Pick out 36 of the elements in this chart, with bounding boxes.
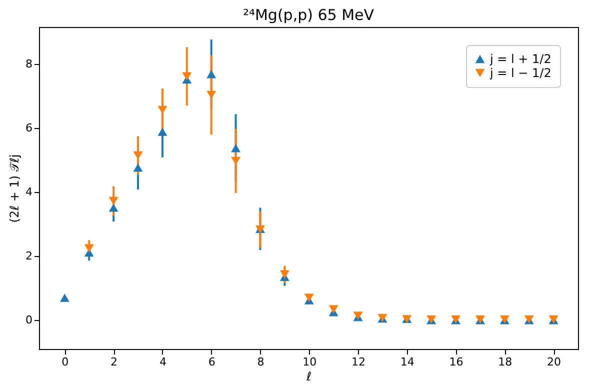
y-tick-label: 6 xyxy=(26,121,32,134)
x-tick-label: 6 xyxy=(208,356,216,368)
point xyxy=(328,305,338,314)
point xyxy=(182,72,192,80)
x-tick-label: 14 xyxy=(400,356,414,368)
y-axis-title: (2ℓ + 1) 𝒯ℓj xyxy=(8,154,22,223)
x-tick-label: 0 xyxy=(62,356,69,368)
legend-label: j = l − 1/2 xyxy=(489,66,552,80)
x-tick-label: 2 xyxy=(110,356,118,368)
point xyxy=(158,106,168,114)
point xyxy=(158,128,168,136)
x-tick-label: 12 xyxy=(352,356,366,368)
point xyxy=(231,156,241,166)
point xyxy=(206,70,216,78)
x-axis-title: ℓ xyxy=(306,370,312,384)
chart-title: ²⁴Mg(p,p) 65 MeV xyxy=(242,6,375,24)
point xyxy=(231,144,241,152)
x-tick-label: 20 xyxy=(547,356,562,368)
y-tick-label: 8 xyxy=(26,57,32,70)
point xyxy=(60,294,70,302)
point xyxy=(133,164,143,172)
x-tick-label: 10 xyxy=(302,356,317,368)
point xyxy=(206,90,216,100)
point xyxy=(108,196,118,206)
y-tick-label: 2 xyxy=(26,250,32,263)
point xyxy=(304,294,314,302)
point xyxy=(84,244,94,253)
y-tick-label: 4 xyxy=(26,186,32,199)
legend-label: j = l + 1/2 xyxy=(489,52,552,66)
point xyxy=(280,270,290,278)
x-tick-label: 18 xyxy=(498,356,512,368)
point xyxy=(108,204,118,212)
x-tick-label: 8 xyxy=(257,356,264,368)
x-tick-label: 16 xyxy=(449,356,464,368)
y-tick-label: 0 xyxy=(26,314,32,327)
x-tick-label: 4 xyxy=(159,356,166,368)
